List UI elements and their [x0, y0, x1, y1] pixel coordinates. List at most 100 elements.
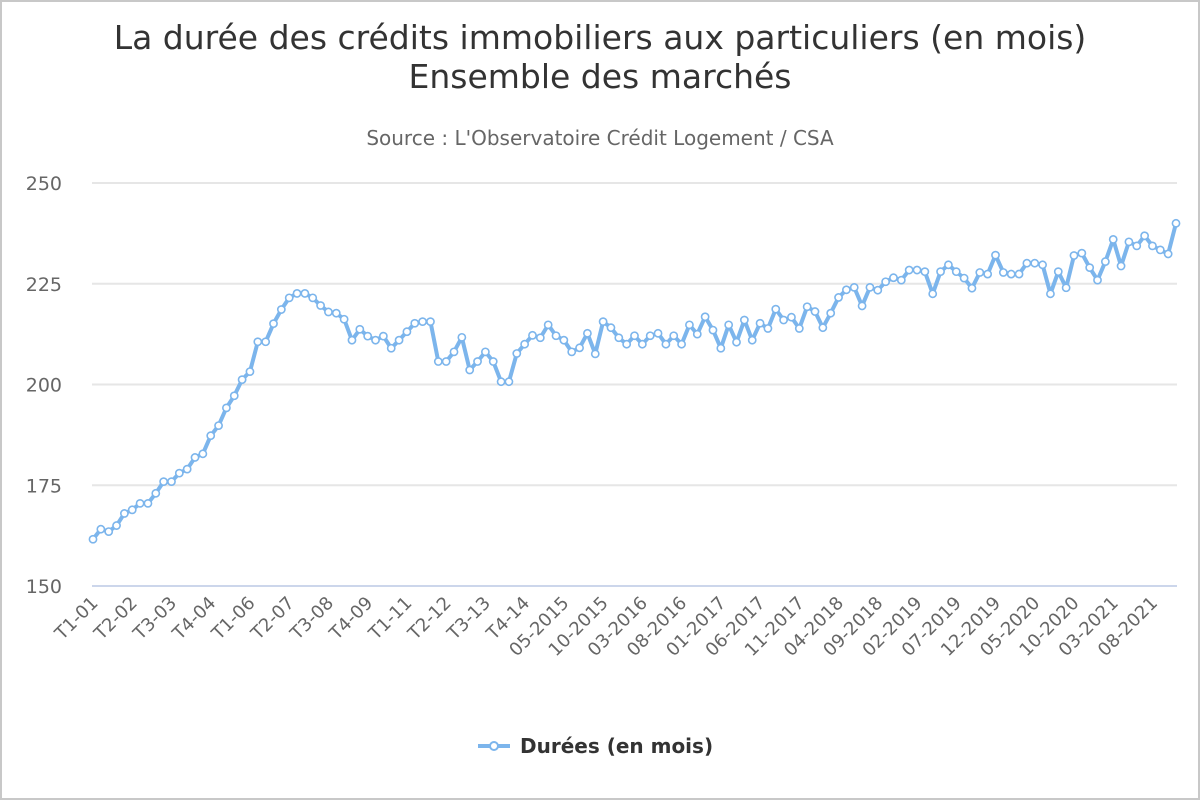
data-point: [920, 267, 930, 277]
data-point: [143, 498, 153, 508]
data-point: [1163, 249, 1173, 259]
data-point: [316, 301, 325, 310]
data-point: [583, 328, 592, 338]
data-point: [983, 269, 993, 279]
data-point: [991, 250, 1000, 260]
data-point: [653, 328, 663, 338]
data-point: [802, 302, 812, 312]
data-point: [465, 365, 475, 375]
data-point: [284, 293, 294, 303]
data-point: [865, 282, 875, 292]
data-point: [669, 331, 679, 341]
data-point: [418, 317, 428, 327]
x-tick-label: T2-07: [247, 593, 299, 645]
data-point: [567, 347, 577, 357]
data-point: [355, 324, 365, 334]
data-point: [606, 323, 616, 333]
chart-title: La durée des crédits immobiliers aux par…: [114, 18, 1087, 57]
data-point: [159, 477, 169, 487]
data-point: [998, 268, 1008, 277]
series-durees: [88, 218, 1181, 544]
data-point: [1022, 258, 1032, 268]
data-point: [677, 339, 686, 349]
data-point: [559, 335, 569, 345]
data-point: [1155, 245, 1165, 255]
data-point: [237, 375, 247, 385]
data-point: [457, 332, 467, 342]
legend[interactable]: Durées (en mois): [478, 734, 713, 758]
data-point: [834, 293, 843, 302]
data-point: [174, 468, 184, 478]
data-point: [441, 357, 451, 366]
data-point: [1100, 257, 1110, 266]
data-point: [645, 331, 655, 341]
data-point: [182, 464, 192, 474]
data-point: [551, 331, 561, 341]
data-point: [167, 477, 176, 487]
data-point: [889, 273, 898, 283]
x-tick-label: T1-06: [207, 593, 259, 645]
data-point: [1014, 269, 1024, 279]
data-point: [127, 505, 137, 515]
data-point: [292, 289, 302, 298]
data-point: [347, 335, 357, 345]
data-point: [1116, 261, 1126, 271]
x-tick-label: T1-01: [50, 593, 102, 645]
data-point: [112, 521, 121, 530]
x-tick-label: T3-03: [129, 593, 181, 645]
data-point: [622, 339, 632, 349]
data-point: [724, 320, 734, 330]
data-point: [771, 304, 781, 314]
data-point: [135, 498, 145, 508]
data-point: [708, 325, 718, 335]
data-point: [1053, 267, 1063, 277]
data-point: [1108, 235, 1118, 244]
data-point: [692, 329, 702, 339]
y-tick-label: 250: [26, 173, 62, 195]
data-point: [449, 347, 459, 357]
data-point: [747, 335, 757, 345]
data-point: [857, 301, 867, 311]
data-point: [253, 337, 263, 347]
data-point: [881, 277, 891, 287]
y-tick-label: 225: [26, 274, 62, 296]
data-point: [339, 314, 349, 324]
data-point: [959, 273, 969, 283]
data-point: [1140, 231, 1150, 241]
data-point: [1069, 251, 1079, 260]
data-point: [755, 318, 765, 328]
x-tick-label: T4-09: [325, 593, 377, 645]
data-point: [1061, 283, 1071, 293]
data-point: [794, 324, 804, 333]
data-point: [1030, 258, 1040, 268]
data-point: [975, 268, 985, 277]
data-point: [308, 293, 318, 303]
data-point: [488, 357, 498, 366]
data-point: [598, 317, 608, 327]
data-point: [394, 335, 404, 345]
data-point: [1148, 241, 1157, 251]
data-point: [88, 534, 98, 544]
data-point: [614, 333, 624, 343]
data-point: [637, 339, 647, 349]
data-point: [206, 431, 216, 441]
data-point: [269, 319, 278, 329]
data-point: [1085, 263, 1095, 273]
data-point: [261, 337, 271, 347]
data-point: [1171, 218, 1181, 228]
data-point: [1038, 260, 1047, 270]
data-point: [1006, 269, 1016, 279]
data-point: [818, 323, 828, 333]
data-point: [245, 367, 255, 377]
y-tick-label: 200: [26, 375, 62, 397]
x-tick-label: T1-11: [364, 593, 416, 645]
data-point: [951, 267, 961, 277]
y-tick-label: 150: [26, 576, 62, 598]
data-point: [944, 260, 953, 270]
data-point: [739, 315, 749, 325]
data-point: [276, 305, 286, 314]
data-point: [1132, 241, 1142, 251]
data-point: [378, 331, 388, 341]
data-point: [410, 318, 420, 328]
